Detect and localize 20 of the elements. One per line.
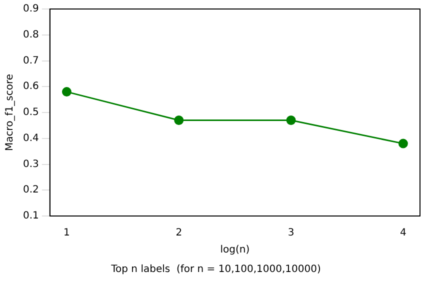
x-tick-label: 1 (64, 228, 70, 239)
y-tick-label: 0.1 (22, 210, 39, 222)
y-tick-label: 0.5 (22, 107, 39, 118)
y-tick-label: 0.4 (22, 132, 39, 144)
point (62, 87, 72, 97)
point (398, 138, 408, 148)
y-tick-label: 0.3 (22, 158, 39, 170)
x-tick-label: 3 (288, 228, 294, 239)
x-tick-label: 2 (176, 228, 182, 239)
y-axis-title: Macro_f1_score (4, 74, 16, 152)
y-tick-label: 0.6 (22, 81, 39, 92)
y-tick-label: 0.2 (22, 184, 39, 196)
y-tick-label: 0.8 (22, 29, 39, 40)
y-tick-label: 0.9 (22, 4, 39, 15)
point (174, 116, 184, 126)
y-tick-label: 0.7 (22, 55, 39, 66)
point (286, 116, 296, 126)
x-tick-label: 4 (400, 228, 406, 239)
text: Top n labels (for n = 10,100,1000,10000) (110, 264, 322, 275)
x-axis-title: log(n) (220, 244, 250, 256)
